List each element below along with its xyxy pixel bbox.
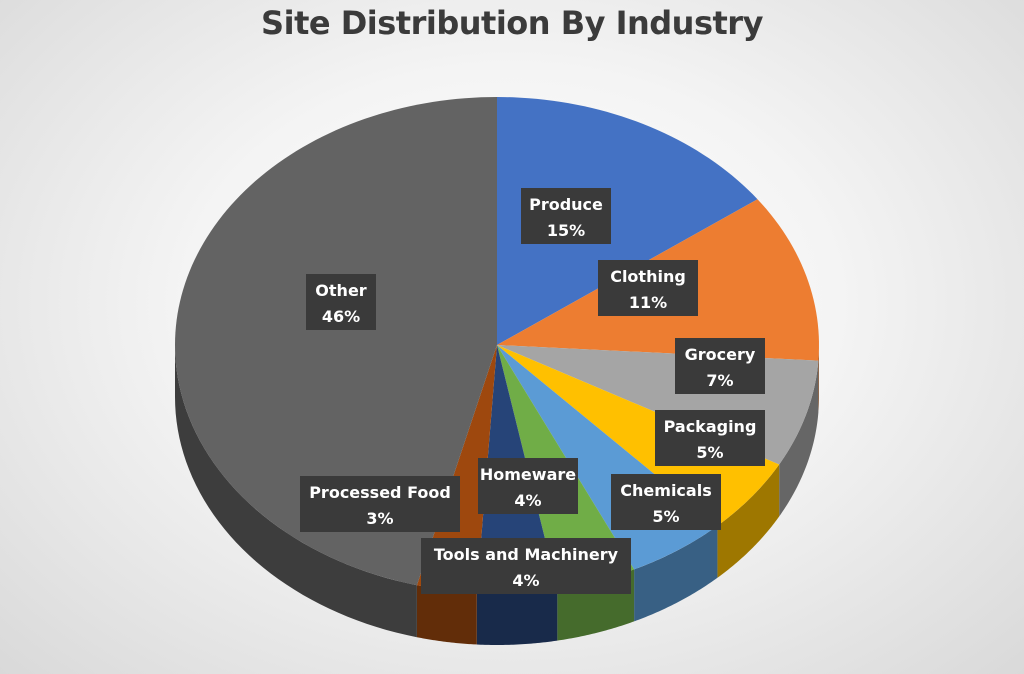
data-label-other: Other 46%: [306, 274, 376, 330]
data-label-box: [421, 538, 631, 594]
data-label-category: Chemicals: [620, 481, 711, 500]
data-label-homeware: Homeware 4%: [478, 458, 578, 514]
data-label-percent: 11%: [629, 293, 667, 312]
data-label-category: Produce: [529, 195, 603, 214]
data-labels: Produce 15% Clothing 11% Grocery 7% Packaging 5…: [300, 188, 765, 594]
data-label-percent: 4%: [512, 571, 539, 590]
data-label-percent: 4%: [514, 491, 541, 510]
pie-side-walls: [175, 345, 819, 645]
data-label-category: Processed Food: [309, 483, 451, 502]
data-label-category: Grocery: [685, 345, 756, 364]
data-label-percent: 46%: [322, 307, 360, 326]
data-label-category: Homeware: [480, 465, 576, 484]
data-label-box: [655, 410, 765, 466]
data-label-packaging: Packaging 5%: [655, 410, 765, 466]
data-label-percent: 3%: [366, 509, 393, 528]
pie-side-other: [175, 345, 417, 638]
chart-title: Site Distribution By Industry: [261, 4, 763, 42]
data-label-percent: 7%: [706, 371, 733, 390]
data-label-category: Packaging: [664, 417, 757, 436]
pie-slice-produce: [497, 97, 758, 345]
pie-side-processed-food: [416, 585, 477, 645]
data-label-percent: 5%: [652, 507, 679, 526]
pie-side-tools-and-machinery: [476, 588, 558, 645]
data-label-chemicals: Chemicals 5%: [611, 474, 721, 530]
data-label-box: [611, 474, 721, 530]
pie-top-faces: [175, 97, 819, 593]
pie-side-grocery: [779, 360, 819, 517]
data-label-clothing: Clothing 11%: [598, 260, 698, 316]
data-label-tools-and-machinery: Tools and Machinery 4%: [421, 538, 631, 594]
data-label-box: [598, 260, 698, 316]
pie-side-clothing: [818, 345, 819, 413]
data-label-percent: 5%: [696, 443, 723, 462]
data-label-produce: Produce 15%: [521, 188, 611, 244]
data-label-percent: 15%: [547, 221, 585, 240]
data-label-processed-food: Processed Food 3%: [300, 476, 460, 532]
data-label-category: Clothing: [610, 267, 686, 286]
pie-side-chemicals: [634, 525, 718, 622]
data-label-box: [478, 458, 578, 514]
data-label-grocery: Grocery 7%: [675, 338, 765, 394]
data-label-box: [306, 274, 376, 330]
data-label-box: [300, 476, 460, 532]
data-label-box: [521, 188, 611, 244]
data-label-category: Other: [315, 281, 366, 300]
data-label-box: [675, 338, 765, 394]
pie-slice-other: [175, 97, 497, 586]
pie-side-packaging: [717, 464, 780, 578]
data-label-category: Tools and Machinery: [434, 545, 619, 564]
